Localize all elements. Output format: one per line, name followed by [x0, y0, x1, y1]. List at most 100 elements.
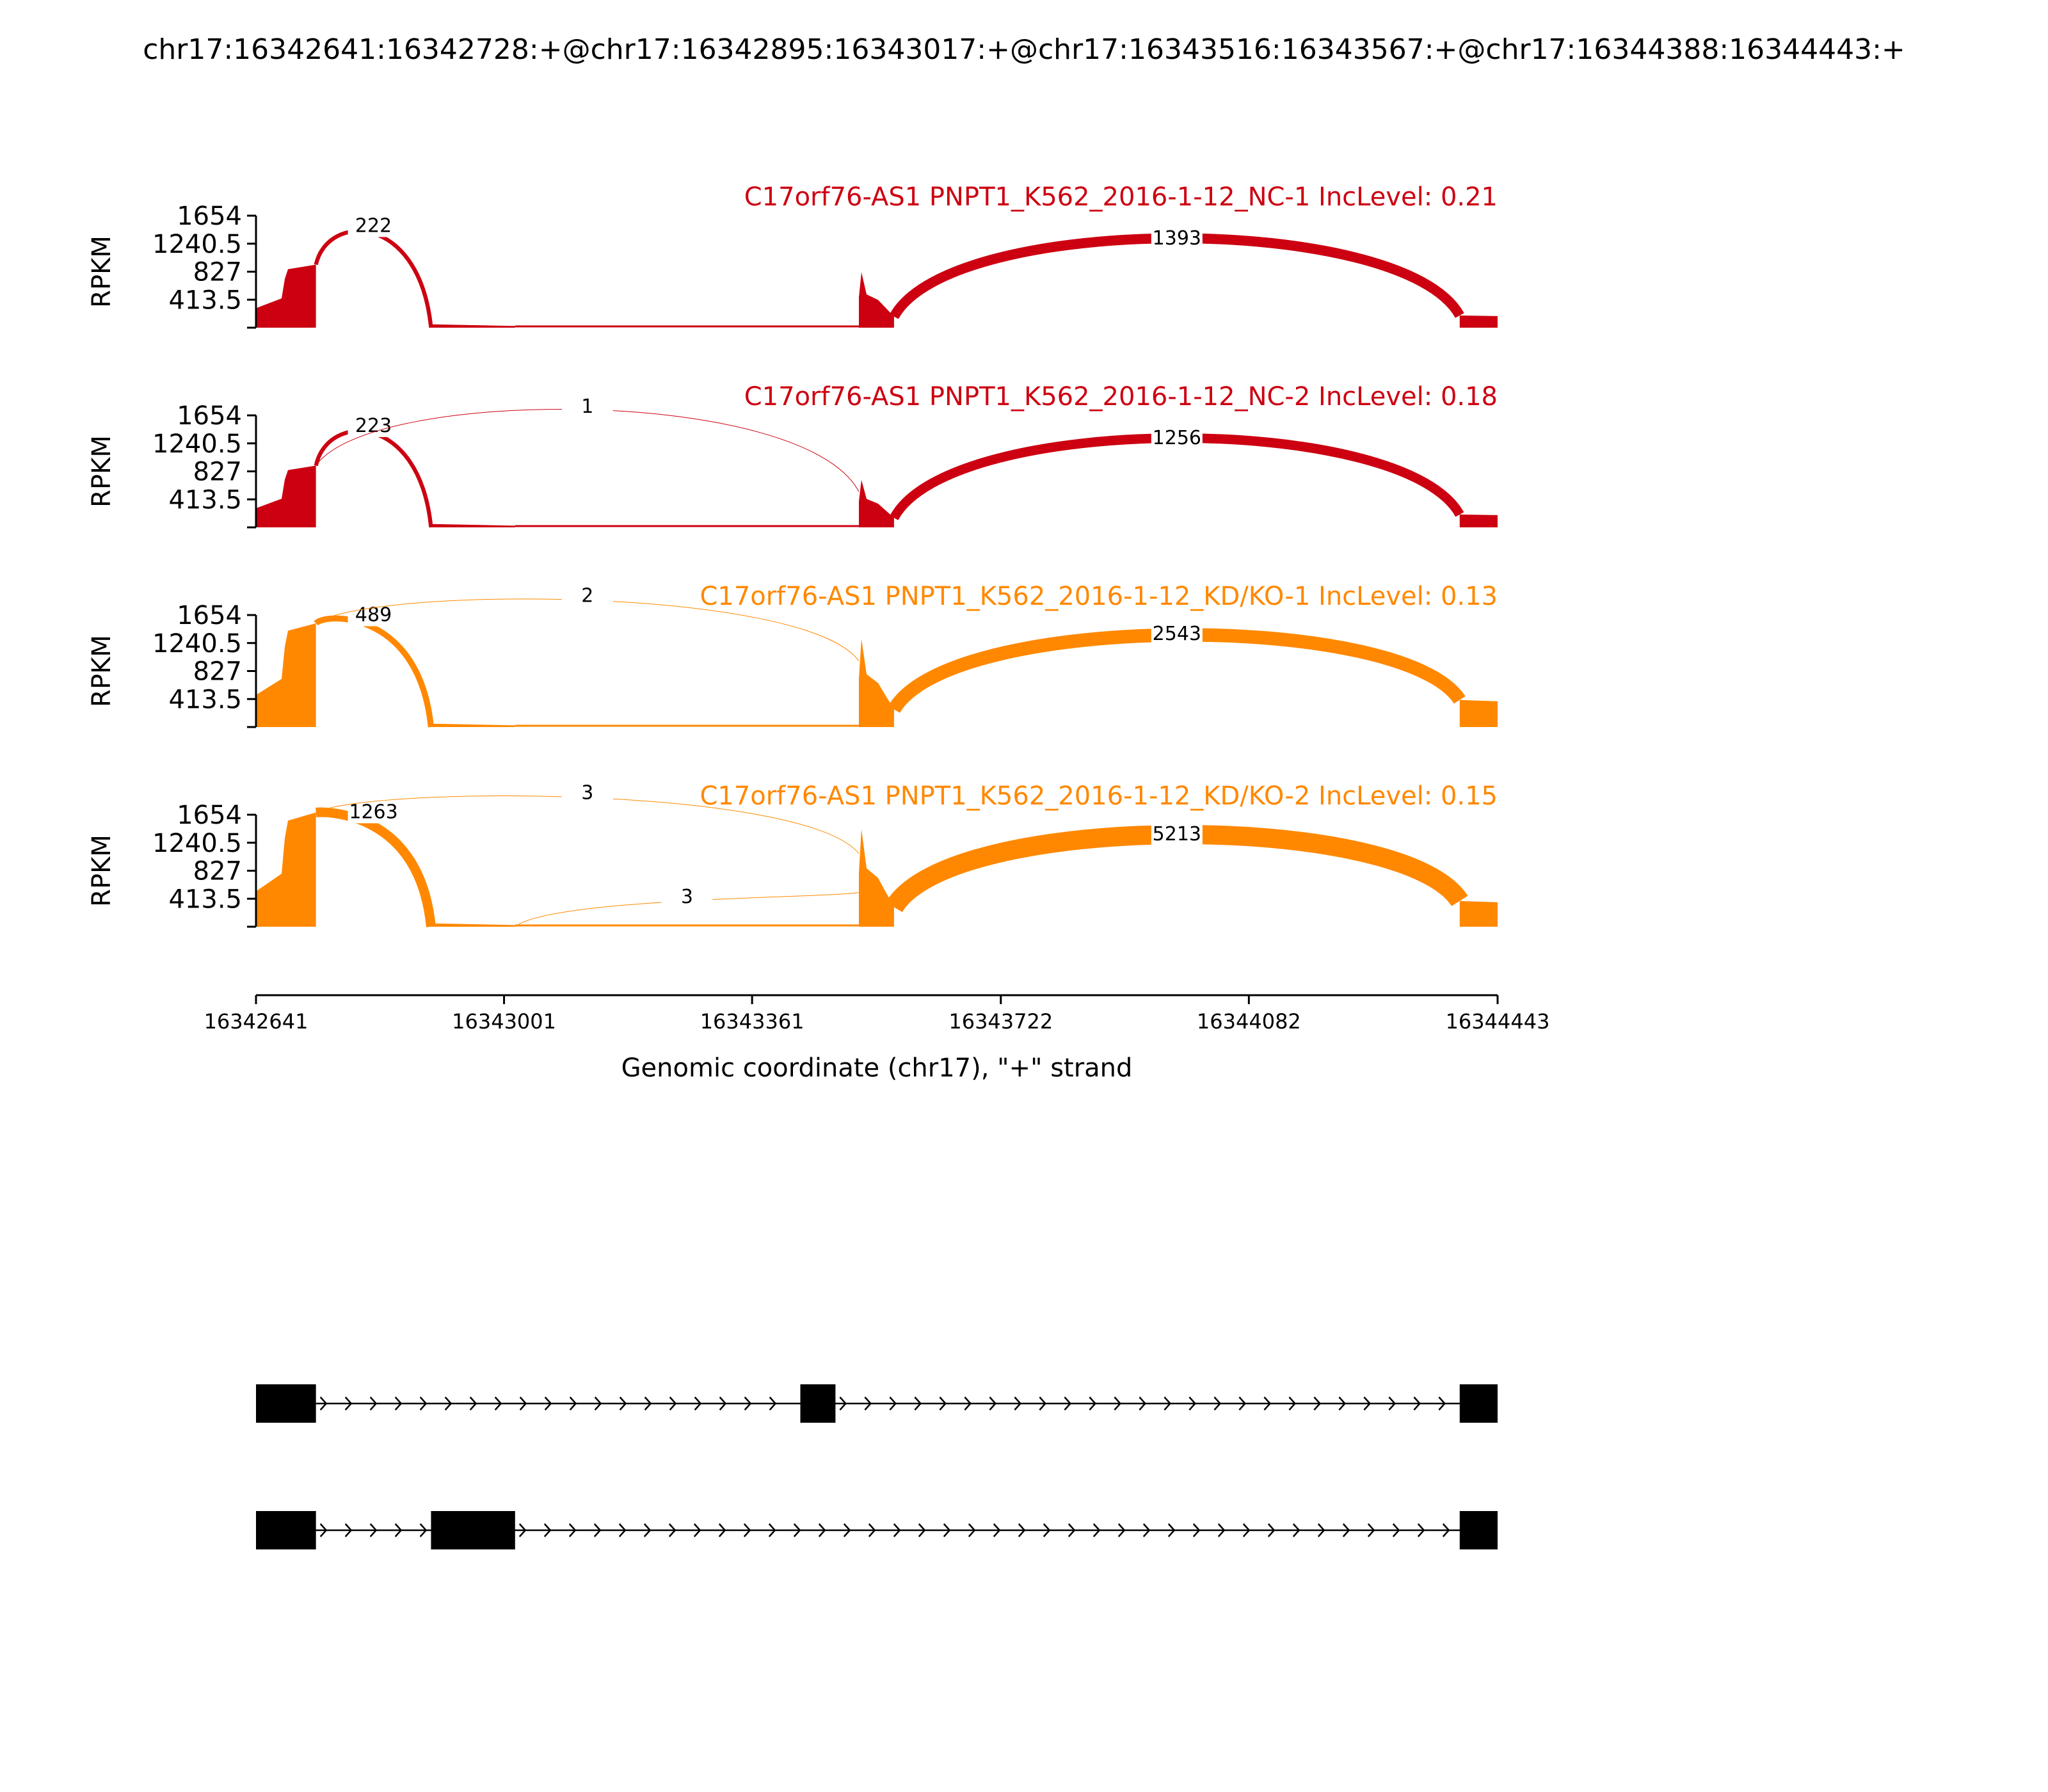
coverage-area	[1459, 900, 1498, 927]
junction-label-bg	[561, 396, 613, 418]
junction-arc	[314, 429, 433, 528]
strand-arrow	[1438, 1396, 1446, 1411]
strand-arrow	[694, 1396, 702, 1411]
x-tick-label: 16344082	[1197, 1009, 1301, 1034]
strand-arrow	[469, 1396, 477, 1411]
strand-arrow	[768, 1523, 776, 1537]
y-tick-label: 1654	[177, 401, 242, 431]
x-tick-label: 16343001	[452, 1009, 556, 1034]
strand-arrow	[839, 1396, 847, 1411]
y-tick-label: 413.5	[168, 685, 242, 714]
y-tick-label: 827	[193, 458, 242, 487]
y-tick-label: 1654	[177, 801, 242, 830]
strand-arrow	[394, 1396, 403, 1411]
junction-label-bg	[348, 415, 399, 437]
strand-arrow	[319, 1396, 328, 1411]
junction-count: 5213	[1153, 823, 1201, 845]
strand-arrow	[1442, 1523, 1450, 1537]
strand-arrow	[1117, 1523, 1126, 1537]
strand-arrow	[644, 1396, 652, 1411]
y-tick-label: 413.5	[168, 884, 242, 914]
strand-arrow	[1363, 1396, 1372, 1411]
strand-arrow	[369, 1396, 378, 1411]
coverage-area	[859, 479, 894, 527]
exon-block	[256, 1511, 316, 1549]
strand-arrow	[889, 1396, 897, 1411]
strand-arrow	[1217, 1523, 1226, 1537]
strand-arrow	[419, 1523, 428, 1537]
strand-arrow	[1213, 1396, 1222, 1411]
junction-label-bg	[1151, 623, 1203, 646]
junction-count: 3	[581, 781, 593, 804]
strand-arrow	[394, 1523, 403, 1537]
strand-arrow	[914, 1396, 922, 1411]
strand-arrow	[444, 1396, 452, 1411]
strand-arrow	[544, 1396, 552, 1411]
strand-arrow	[1317, 1523, 1325, 1537]
strand-arrow	[668, 1523, 676, 1537]
strand-arrow	[1267, 1523, 1276, 1537]
strand-arrow	[519, 1396, 527, 1411]
strand-arrow	[939, 1396, 947, 1411]
strand-arrow	[1417, 1523, 1425, 1537]
sample-panel: 1263 3 3 5213 C17orf76-AS1 PNPT1_K562_2016-1…	[87, 781, 1498, 928]
sample-panel: 489 2 2543 C17orf76-AS1 PNPT1_K562_2016-1-1…	[87, 582, 1498, 728]
strand-arrow	[1392, 1523, 1400, 1537]
strand-arrow	[1342, 1523, 1350, 1537]
strand-arrow	[669, 1396, 677, 1411]
junction-arc	[890, 233, 1464, 319]
junction-count: 1393	[1153, 227, 1201, 250]
strand-arrow	[968, 1523, 976, 1537]
junction-count: 3	[681, 886, 693, 908]
junction-label-bg	[1151, 427, 1203, 449]
strand-arrow	[1064, 1396, 1072, 1411]
strand-arrow	[369, 1523, 378, 1537]
sample-label: C17orf76-AS1 PNPT1_K562_2016-1-12_KD/KO-…	[700, 781, 1498, 811]
strand-arrow	[943, 1523, 951, 1537]
strand-arrow	[893, 1523, 901, 1537]
strand-arrow	[494, 1396, 502, 1411]
strand-arrow	[1043, 1523, 1051, 1537]
junction-count: 489	[355, 604, 392, 626]
junction-label-bg	[1151, 823, 1203, 845]
sample-panel: 223 1 1256 C17orf76-AS1 PNPT1_K562_2016-1-1…	[87, 382, 1498, 529]
strand-arrow	[619, 1396, 627, 1411]
strand-arrow	[993, 1523, 1001, 1537]
coverage-panels: 222 1393 C17orf76-AS1 PNPT1_K562_2016-1-12…	[87, 182, 1498, 928]
coverage-area	[256, 264, 316, 328]
y-axis-label: RPKM	[87, 635, 116, 707]
junction-arc	[316, 807, 436, 927]
junction-count: 2543	[1153, 623, 1201, 645]
sample-label: C17orf76-AS1 PNPT1_K562_2016-1-12_KD/KO-…	[700, 582, 1498, 611]
strand-arrow	[1167, 1523, 1176, 1537]
y-tick-label: 413.5	[168, 285, 242, 315]
chart-title: chr17:16342641:16342728:+@chr17:16342895…	[143, 33, 1905, 66]
strand-arrow	[843, 1523, 851, 1537]
y-axis-label: RPKM	[87, 835, 116, 907]
strand-arrow	[1413, 1396, 1421, 1411]
strand-arrow	[718, 1523, 726, 1537]
x-tick-label: 16343722	[948, 1009, 1053, 1034]
strand-arrow	[569, 1396, 577, 1411]
junction-count: 1256	[1153, 427, 1201, 449]
strand-arrow	[1288, 1396, 1297, 1411]
strand-arrow	[1142, 1523, 1151, 1537]
strand-arrow	[1263, 1396, 1272, 1411]
coverage-area	[1459, 315, 1498, 328]
isoform-track	[256, 1511, 1498, 1549]
strand-arrow	[618, 1523, 627, 1537]
strand-arrow	[769, 1396, 777, 1411]
strand-arrow	[594, 1396, 602, 1411]
junction-count: 1263	[349, 801, 397, 823]
coverage-area	[256, 465, 316, 527]
junction-label-bg	[348, 215, 399, 237]
junction-arc	[888, 628, 1466, 714]
strand-arrow	[989, 1396, 997, 1411]
strand-arrow	[1238, 1396, 1247, 1411]
strand-arrow	[868, 1523, 876, 1537]
strand-arrow	[918, 1523, 926, 1537]
strand-arrow	[864, 1396, 872, 1411]
strand-arrow	[1114, 1396, 1122, 1411]
strand-arrow	[568, 1523, 577, 1537]
